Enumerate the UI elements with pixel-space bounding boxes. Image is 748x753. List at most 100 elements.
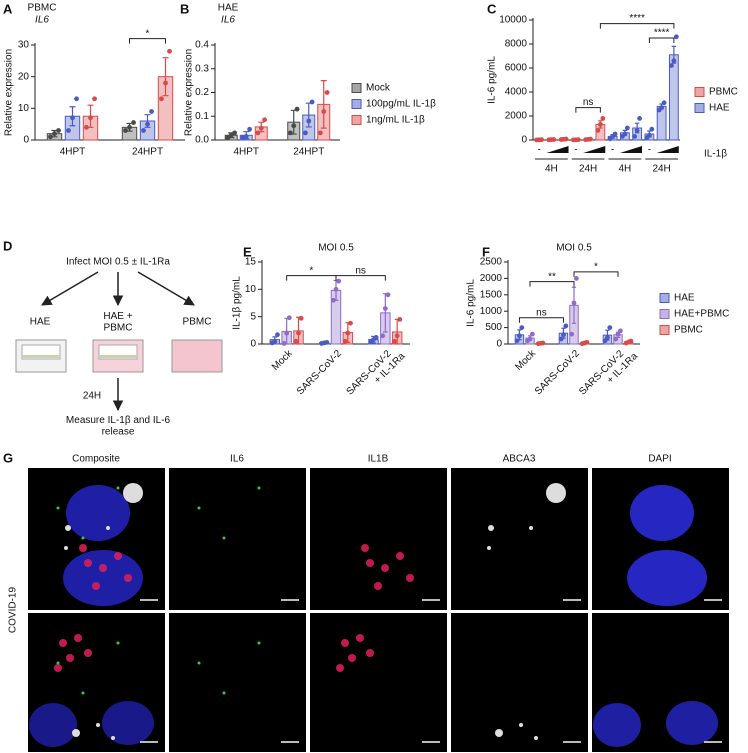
data-point (333, 286, 339, 292)
y-tick-label: 6000 (505, 63, 528, 74)
data-point (321, 109, 327, 114)
chart: E MOI 0.5 IL-1β pg/mL 0 5 10 15 Mock SARS-CoV-2 S… (232, 243, 410, 397)
data-point (141, 128, 146, 133)
y-tick-label: 1500 (480, 289, 503, 300)
chart-title: PBMC (28, 3, 57, 14)
panel-letter: C (487, 1, 497, 16)
stain-spot (356, 634, 364, 642)
stain-spot (116, 486, 120, 490)
data-point (575, 137, 581, 143)
x-tick-label: SARS-CoV-2 (533, 348, 582, 397)
significance-bracket (518, 317, 564, 323)
y-tick-label: 0 (23, 135, 29, 146)
data-point (394, 333, 400, 339)
data-point (397, 317, 403, 322)
data-point (634, 127, 640, 133)
significance-label: * (594, 261, 598, 272)
data-point (52, 131, 57, 137)
legend-swatch (694, 103, 705, 113)
data-point (255, 130, 261, 136)
legend-label: 100pg/mL IL-1β (366, 99, 436, 110)
group-label: 24H (652, 164, 670, 175)
stain-spot (197, 661, 201, 665)
arrow (137, 271, 195, 306)
data-point (561, 332, 566, 338)
channel-label: Composite (72, 454, 120, 465)
significance-label: **** (654, 28, 670, 39)
stain-spot (59, 639, 67, 647)
data-point (514, 338, 520, 344)
data-point (298, 315, 304, 321)
data-point (588, 136, 593, 142)
legend-label: PBMC (674, 325, 703, 336)
stain-spot (519, 723, 523, 727)
stain-spot (99, 564, 107, 572)
stain-spot (396, 552, 404, 560)
data-point (127, 124, 132, 130)
legend-swatch (659, 293, 670, 303)
data-point (247, 126, 253, 132)
stain-spot (366, 559, 374, 567)
data-point (167, 48, 172, 54)
data-point (345, 330, 351, 336)
y-tick-label: 0 (521, 135, 527, 146)
data-point (159, 96, 164, 102)
channel-label: ABCA3 (503, 454, 536, 465)
x-tick-label: - (537, 145, 540, 156)
nucleus (627, 550, 707, 606)
y-axis-label: IL-6 pg/mL (466, 279, 477, 327)
y-axis-label: IL-1β pg/mL (232, 276, 243, 330)
x-tick-label: 24HPT (132, 147, 163, 158)
data-point (284, 330, 290, 336)
x-tick-label: SARS-CoV-2+ IL-1Ra (577, 342, 640, 405)
stain-spot (111, 736, 115, 740)
y-tick-label: 2000 (505, 111, 528, 122)
legend-swatch (351, 83, 362, 93)
panel-letter: F (482, 244, 490, 259)
data-point (281, 341, 287, 346)
significance-label: * (309, 265, 313, 276)
stain-spot (74, 634, 82, 642)
data-point (649, 126, 655, 132)
legend-swatch (659, 325, 670, 335)
data-point (385, 292, 391, 298)
data-point (131, 120, 136, 125)
data-point (558, 336, 564, 342)
significance-label: ** (548, 271, 556, 282)
y-tick-label: 30 (18, 40, 30, 51)
significance-bracket (648, 37, 675, 43)
chart-title: MOI 0.5 (556, 243, 592, 254)
data-point (613, 336, 619, 342)
significance-label: ns (536, 307, 547, 318)
legend-label: PBMC (709, 87, 738, 98)
data-point (84, 124, 89, 130)
stain-spot (495, 729, 503, 737)
stain-spot (56, 661, 60, 665)
stain-spot (488, 525, 494, 531)
significance-bracket (529, 281, 575, 287)
data-point (225, 135, 231, 141)
significance-bracket (286, 275, 337, 281)
data-point (597, 122, 603, 127)
stain-spot (257, 486, 261, 490)
micrograph (451, 613, 588, 752)
data-point (306, 118, 312, 124)
stain-spot (361, 544, 369, 552)
data-point (624, 125, 630, 131)
stain-spot (66, 654, 74, 662)
significance-bracket (335, 275, 386, 281)
stain-spot (114, 552, 122, 560)
data-point (296, 330, 301, 336)
legend-swatch (351, 115, 362, 125)
stain-spot (123, 483, 143, 503)
data-point (628, 338, 634, 344)
legend-label: HAE (709, 103, 730, 114)
data-point (517, 333, 522, 339)
stain-spot (222, 691, 226, 695)
y-axis-label: Relative expression (4, 49, 15, 136)
data-point (563, 323, 569, 329)
data-point (163, 80, 168, 86)
data-point (607, 325, 613, 330)
data-point (527, 336, 533, 342)
